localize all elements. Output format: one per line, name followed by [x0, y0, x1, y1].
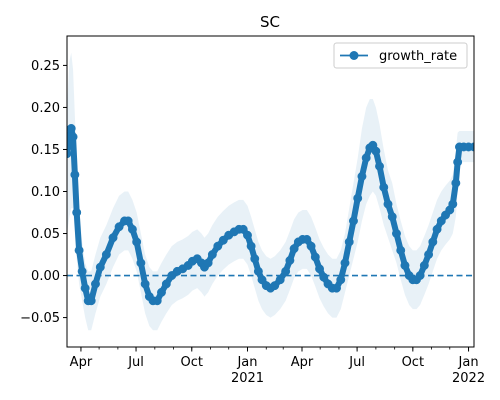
data-point: [371, 146, 381, 156]
data-point: [203, 258, 213, 268]
x-tick-label: Jan: [236, 355, 257, 370]
data-point: [74, 245, 84, 255]
axes-layer: −0.05 0.00 0.05 0.10 0.15 0.20 0.25 Apr Jul Oct Ja…: [20, 35, 485, 386]
data-point: [361, 153, 371, 163]
series-layer: [67, 124, 474, 306]
data-point: [270, 281, 280, 291]
data-point: [400, 261, 410, 270]
legend-box: [333, 42, 468, 69]
data-point: [250, 254, 260, 264]
x-tick-label: Jul: [348, 355, 365, 370]
chart-title: SC: [260, 13, 280, 31]
data-point: [387, 212, 397, 222]
data-point: [86, 296, 96, 306]
data-point: [302, 234, 312, 244]
data-point: [157, 287, 166, 297]
data-point: [253, 266, 263, 276]
data-point: [310, 252, 320, 262]
y-tick-label: 0.10: [31, 185, 60, 200]
data-point: [285, 255, 295, 265]
y-tick-label: 0.00: [31, 269, 60, 284]
data-point: [95, 262, 105, 272]
data-point: [432, 224, 442, 234]
data-point: [319, 272, 329, 282]
data-point: [67, 149, 72, 159]
y-tick-label: 0.25: [31, 59, 60, 74]
data-point: [289, 244, 299, 254]
legend-label: growth_rate: [379, 49, 457, 64]
x-tick-label: Jul: [127, 355, 144, 370]
data-point: [453, 157, 463, 167]
data-point: [315, 264, 325, 274]
y-tick-label: 0.20: [31, 101, 60, 116]
data-point: [123, 216, 133, 226]
data-point: [349, 216, 358, 226]
data-point: [392, 229, 401, 238]
data-point: [152, 296, 162, 306]
data-point: [306, 241, 316, 251]
data-point: [213, 241, 223, 251]
data-point: [68, 132, 78, 142]
confidence-band-layer: [67, 52, 474, 331]
x-tick-year-label: 2022: [452, 371, 485, 386]
data-point: [415, 271, 425, 280]
data-point: [136, 258, 146, 268]
data-point: [428, 237, 438, 247]
data-point: [108, 233, 118, 243]
y-tick-label: 0.15: [31, 143, 60, 158]
data-point: [375, 161, 384, 171]
data-point: [70, 170, 80, 180]
data-point: [67, 124, 76, 133]
data-point: [132, 237, 142, 247]
x-tick-label: Apr: [291, 355, 314, 370]
legend: growth_rate: [333, 42, 468, 69]
x-tick-year-label: 2021: [231, 371, 264, 386]
data-point: [419, 261, 429, 270]
data-point: [77, 266, 87, 276]
data-point: [340, 258, 350, 268]
data-point: [332, 283, 341, 293]
x-tick-label: Oct: [181, 355, 203, 370]
y-tick-label: 0.05: [31, 227, 60, 242]
data-point: [218, 235, 228, 245]
data-point: [281, 266, 291, 276]
data-point: [243, 230, 252, 240]
data-point: [140, 279, 150, 289]
data-point: [448, 199, 458, 209]
legend-marker-swatch: [349, 51, 359, 60]
data-point: [336, 275, 346, 285]
data-point: [246, 241, 256, 251]
data-point: [72, 208, 82, 217]
confidence-band: [67, 52, 474, 331]
data-point: [127, 224, 137, 234]
data-point: [207, 250, 217, 259]
data-point: [80, 283, 90, 293]
data-point: [396, 245, 406, 255]
data-point: [91, 279, 100, 289]
x-tick-label: Oct: [402, 355, 424, 370]
data-point: [424, 250, 434, 259]
x-tick-label: Apr: [70, 355, 93, 370]
data-point: [379, 182, 389, 192]
data-point: [275, 275, 285, 285]
data-point: [344, 237, 354, 247]
data-point: [101, 250, 111, 259]
y-tick-label: −0.05: [20, 311, 60, 326]
data-point: [161, 279, 171, 289]
data-point: [114, 222, 124, 232]
data-point: [357, 171, 367, 181]
data-point: [353, 193, 363, 203]
data-point: [383, 199, 393, 209]
data-point: [451, 178, 461, 188]
x-tick-label: Jan: [458, 355, 479, 370]
